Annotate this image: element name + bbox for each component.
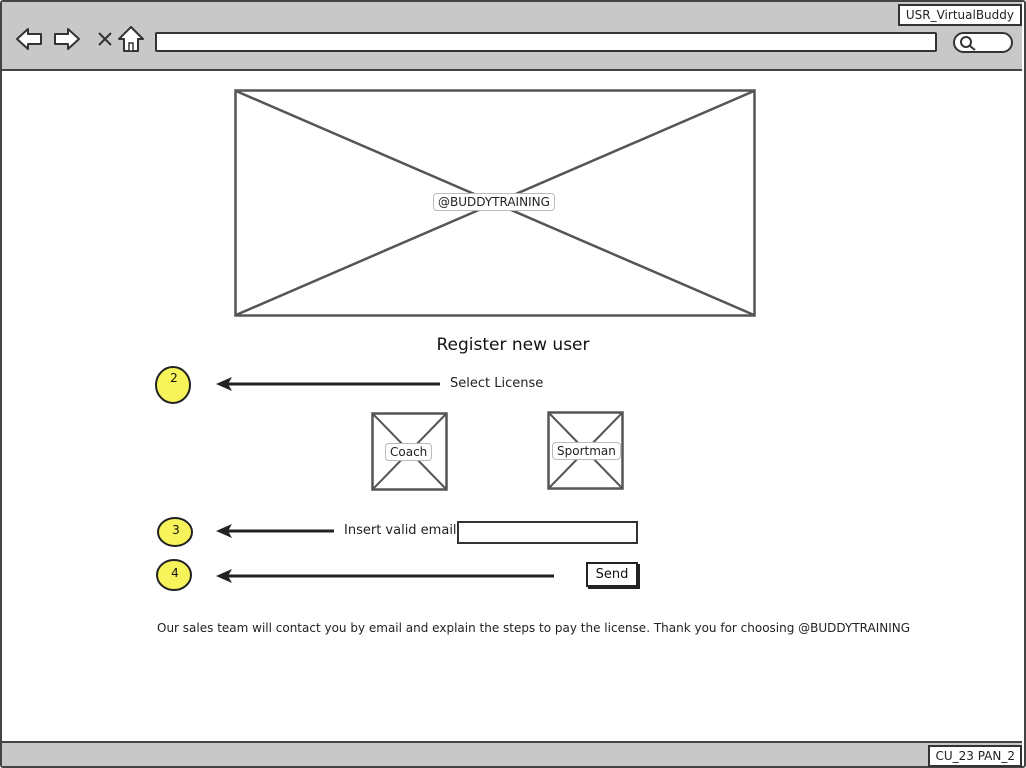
address-bar[interactable]: [155, 32, 937, 52]
step-badge-3: 3: [156, 515, 196, 548]
home-icon[interactable]: [116, 24, 146, 54]
license-label-coach: Coach: [385, 443, 433, 461]
close-icon[interactable]: [90, 24, 120, 54]
arrow-icon: [216, 377, 440, 391]
back-arrow-icon[interactable]: [14, 24, 44, 54]
license-option-coach[interactable]: Coach: [371, 412, 448, 491]
window-title: USR_VirtualBuddy: [897, 4, 1022, 26]
screen-id-label: CU_23 PAN_2: [928, 745, 1022, 767]
banner-label: @BUDDYTRAINING: [433, 193, 555, 211]
info-message: Our sales team will contact you by email…: [157, 621, 911, 635]
select-license-label: Select License: [450, 376, 544, 391]
email-label: Insert valid email: [344, 523, 457, 538]
search-icon: [960, 36, 976, 51]
license-label-sportman: Sportman: [552, 442, 621, 460]
arrow-icon: [216, 569, 554, 583]
email-field[interactable]: [457, 521, 638, 544]
arrow-icon: [216, 524, 334, 538]
license-option-sportman[interactable]: Sportman: [547, 411, 624, 490]
forward-arrow-icon[interactable]: [52, 24, 82, 54]
page-title: Register new user: [436, 335, 590, 355]
browser-toolbar: USR_VirtualBuddy: [2, 2, 1022, 71]
send-button[interactable]: Send: [586, 562, 638, 587]
step-badge-4: 4: [155, 558, 195, 592]
search-box[interactable]: [953, 32, 1013, 53]
banner-image: @BUDDYTRAINING: [234, 89, 756, 317]
step-badge-2: 2: [154, 364, 194, 405]
status-bar: CU_23 PAN_2: [2, 741, 1022, 767]
